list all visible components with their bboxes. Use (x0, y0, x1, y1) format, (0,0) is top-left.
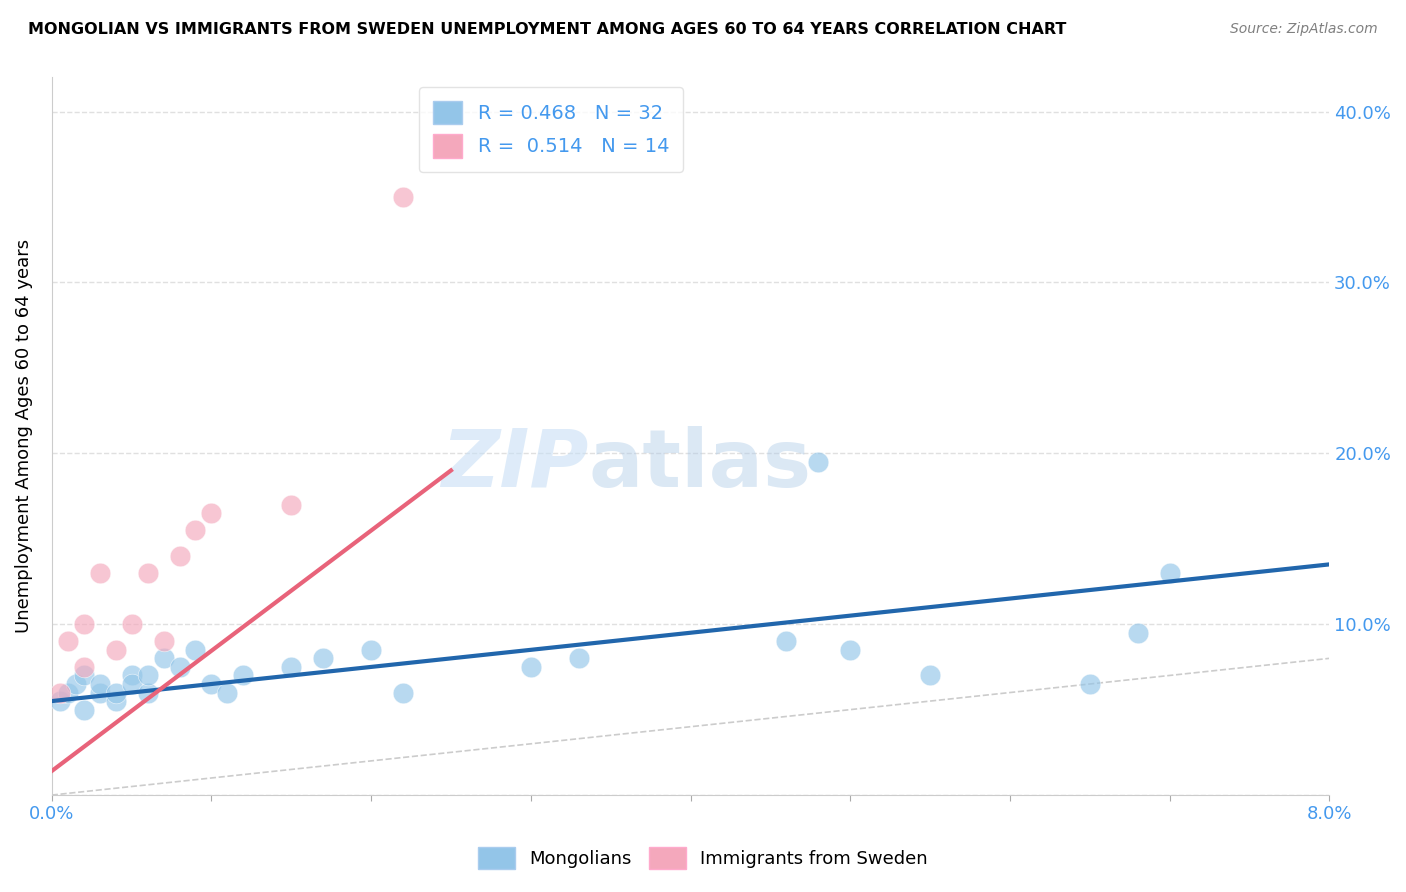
Point (839, 643, 862, 657)
Point (200, 506, 222, 520)
Point (89, 566, 111, 580)
Point (73, 617, 96, 632)
Point (312, 651, 335, 665)
Point (152, 651, 174, 665)
Point (56, 685, 79, 699)
Point (217, 685, 239, 699)
Point (169, 660, 191, 674)
Point (1078, 677, 1101, 691)
Point (1126, 625, 1149, 640)
Text: Source: ZipAtlas.com: Source: ZipAtlas.com (1230, 22, 1378, 37)
Point (392, 685, 415, 699)
Point (136, 685, 159, 699)
Point (232, 668, 254, 682)
Point (169, 549, 191, 563)
Point (89, 685, 111, 699)
Point (136, 566, 159, 580)
Point (121, 668, 143, 682)
Point (280, 498, 302, 512)
Point (392, 190, 415, 204)
Text: atlas: atlas (588, 426, 811, 504)
Point (121, 617, 143, 632)
Point (568, 651, 591, 665)
Point (104, 643, 127, 657)
Point (775, 634, 797, 648)
Legend: R = 0.468   N = 32, R =  0.514   N = 14: R = 0.468 N = 32, R = 0.514 N = 14 (419, 87, 683, 171)
Point (48, 685, 70, 699)
Point (360, 643, 382, 657)
Text: ZIP: ZIP (441, 426, 588, 504)
Point (65, 677, 87, 691)
Point (104, 685, 127, 699)
Point (152, 634, 174, 648)
Y-axis label: Unemployment Among Ages 60 to 64 years: Unemployment Among Ages 60 to 64 years (15, 239, 32, 633)
Point (89, 677, 111, 691)
Point (807, 455, 830, 469)
Point (136, 668, 159, 682)
Point (73, 668, 96, 682)
Text: MONGOLIAN VS IMMIGRANTS FROM SWEDEN UNEMPLOYMENT AMONG AGES 60 TO 64 YEARS CORRE: MONGOLIAN VS IMMIGRANTS FROM SWEDEN UNEM… (28, 22, 1067, 37)
Point (918, 668, 941, 682)
Point (1159, 566, 1181, 580)
Point (280, 660, 302, 674)
Point (121, 677, 143, 691)
Point (184, 523, 207, 537)
Point (56, 634, 79, 648)
Point (520, 660, 543, 674)
Point (104, 694, 127, 708)
Legend: Mongolians, Immigrants from Sweden: Mongolians, Immigrants from Sweden (470, 838, 936, 879)
Point (48, 694, 70, 708)
Point (73, 703, 96, 717)
Point (200, 677, 222, 691)
Point (184, 643, 207, 657)
Point (73, 660, 96, 674)
